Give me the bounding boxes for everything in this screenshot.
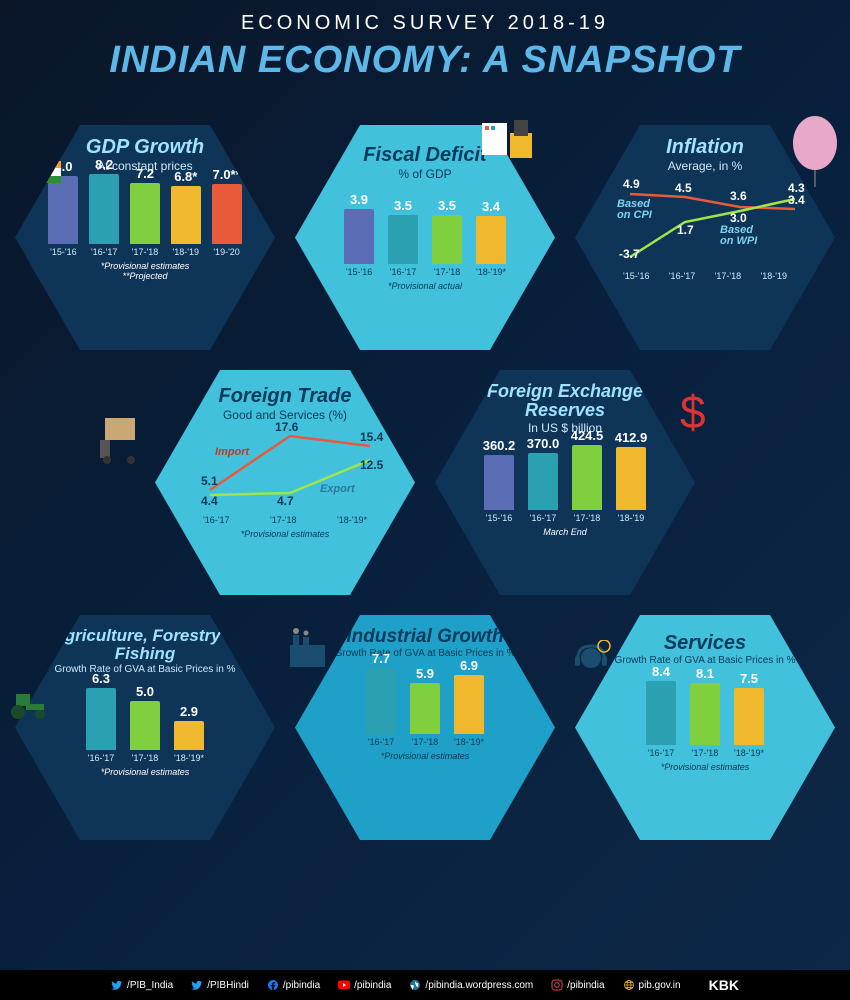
line-chart: 4.9 4.5 3.6 3.4 -3.7 1.7 3.0 4.3 Based o…: [625, 179, 785, 269]
trolley-icon: [95, 410, 145, 470]
panel-title: Services: [605, 633, 805, 654]
balloon-icon: [790, 115, 840, 195]
series-value: 3.4: [788, 193, 805, 207]
series-value: 4.7: [277, 494, 294, 508]
bar-column: 7.2'17-'18: [127, 166, 164, 257]
series-value: -3.7: [619, 247, 640, 261]
bar-column: 360.2'15-'16: [479, 438, 519, 523]
footer-link[interactable]: pib.gov.in: [623, 979, 681, 991]
bar-column: 6.3'16-'17: [81, 671, 121, 763]
footnote: *Provisional estimates: [45, 767, 245, 777]
legend-wpi: Based on WPI: [720, 225, 764, 247]
panel-sub: Growth Rate of GVA at Basic Prices in %: [325, 648, 525, 659]
kbk-logo: KBK: [709, 977, 739, 993]
panel-title: Inflation: [605, 137, 805, 158]
footer-link[interactable]: /pibindia: [551, 979, 604, 991]
panel-sub: Growth Rate of GVA at Basic Prices in %: [605, 655, 805, 666]
panel-agri: Agriculture, Forestry & Fishing Growth R…: [15, 615, 275, 840]
bar-column: 7.5'18-'19*: [729, 671, 769, 758]
series-value: 4.5: [675, 181, 692, 195]
panel-title: Foreign Trade: [185, 386, 385, 407]
bar-column: 8.2'16-'17: [86, 157, 123, 257]
footnote: March End: [465, 527, 665, 537]
bar-chart: 8.4'16-'178.1'17-'187.5'18-'19*: [605, 680, 805, 758]
series-value: 5.1: [201, 474, 218, 488]
dollar-icon: $: [680, 385, 706, 439]
bag-icon: [27, 147, 67, 187]
bar-column: 2.9'18-'19*: [169, 704, 209, 763]
series-value: 17.6: [275, 420, 298, 434]
series-value: 15.4: [360, 430, 383, 444]
factory-icon: [285, 625, 330, 675]
x-axis: '15-'16'16-'17'17-'18'18-'19: [623, 271, 787, 281]
footnote: *Provisional estimates: [185, 529, 385, 539]
panel-title: Agriculture, Forestry & Fishing: [45, 627, 245, 663]
footer-link[interactable]: /pibindia: [267, 979, 320, 991]
bar-column: 3.5'16-'17: [383, 198, 423, 277]
legend-cpi: Based on CPI: [617, 199, 661, 221]
bar-chart: 7.7'16-'175.9'17-'186.9'18-'19*: [325, 669, 525, 747]
panel-services: Services Growth Rate of GVA at Basic Pri…: [575, 615, 835, 840]
bar-column: 8.1'17-'18: [685, 666, 725, 758]
panel-gdp: GDP Growth At constant prices 8.0'15-'16…: [15, 125, 275, 350]
bar-column: 3.5'17-'18: [427, 198, 467, 277]
bar-chart: 6.3'16-'175.0'17-'182.9'18-'19*: [45, 685, 245, 763]
bar-column: 6.8*'18-'19: [167, 169, 204, 257]
series-value: 3.0: [730, 211, 747, 225]
panel-sub: Growth Rate of GVA at Basic Prices in %: [45, 664, 245, 675]
bar-column: 6.9'18-'19*: [449, 658, 489, 747]
series-value: 4.4: [201, 494, 218, 508]
bar-column: 3.4'18-'19*: [471, 199, 511, 277]
tractor-icon: [8, 690, 50, 725]
panel-sub: Average, in %: [605, 159, 805, 173]
panel-forex: Foreign Exchange Reserves In US $ billio…: [435, 370, 695, 595]
panel-title: Industrial Growth: [325, 627, 525, 647]
bar-column: 7.7'16-'17: [361, 651, 401, 747]
footnote: *Provisional estimates: [605, 762, 805, 772]
bar-column: 412.9'18-'19: [611, 430, 651, 523]
legend-export: Export: [320, 483, 355, 495]
panel-sub: % of GDP: [325, 167, 525, 181]
bar-chart: 360.2'15-'16370.0'16-'17424.5'17-'18412.…: [465, 445, 665, 523]
footer-link[interactable]: /PIBHindi: [191, 979, 249, 991]
panel-title: GDP Growth: [45, 137, 245, 158]
bar-column: 7.0**'19-'20: [208, 167, 245, 257]
bar-chart: 8.0'15-'168.2'16-'177.2'17-'186.8*'18-'1…: [45, 179, 245, 257]
footnote: *Provisional estimates **Projected: [45, 261, 245, 281]
bar-column: 370.0'16-'17: [523, 436, 563, 523]
bar-column: 424.5'17-'18: [567, 428, 607, 523]
footer-link[interactable]: /pibindia.wordpress.com: [409, 979, 533, 991]
panel-industrial: Industrial Growth Growth Rate of GVA at …: [295, 615, 555, 840]
main-title: INDIAN ECONOMY: A SNAPSHOT: [0, 39, 850, 82]
docs-icon: [480, 118, 535, 168]
x-axis: '16-'17'17-'18'18-'19*: [203, 515, 367, 525]
bar-column: 8.4'16-'17: [641, 664, 681, 758]
bar-chart: 3.9'15-'163.5'16-'173.5'17-'183.4'18-'19…: [325, 199, 525, 277]
bar-column: 5.9'17-'18: [405, 666, 445, 747]
series-value: 1.7: [677, 223, 694, 237]
series-value: 3.6: [730, 189, 747, 203]
footnote: *Provisional actual: [325, 281, 525, 291]
bar-column: 3.9'15-'16: [339, 192, 379, 277]
series-value: 4.9: [623, 177, 640, 191]
series-value: 12.5: [360, 458, 383, 472]
panel-title: Foreign Exchange Reserves: [465, 382, 665, 420]
line-chart: 5.1 17.6 15.4 4.4 4.7 12.5 Import Export: [205, 428, 365, 513]
footer-link[interactable]: /PIB_India: [111, 979, 173, 991]
survey-title: ECONOMIC SURVEY 2018-19: [0, 0, 850, 35]
headset-icon: [570, 640, 612, 687]
panel-trade: Foreign Trade Good and Services (%) 5.1 …: [155, 370, 415, 595]
footer-link[interactable]: /pibindia: [338, 979, 391, 991]
bar-column: 5.0'17-'18: [125, 684, 165, 763]
footnote: *Provisional estimates: [325, 751, 525, 761]
footer: /PIB_India /PIBHindi /pibindia /pibindia…: [0, 970, 850, 1000]
legend-import: Import: [215, 446, 249, 458]
